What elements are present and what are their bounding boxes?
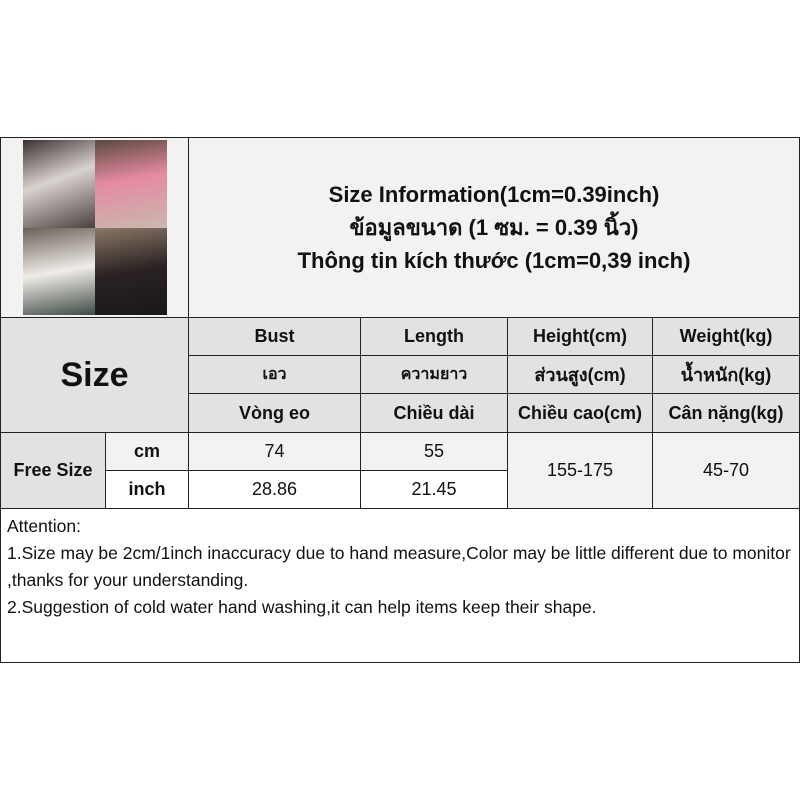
header-length-vi: Chiều dài: [360, 393, 508, 433]
height-value: 155-175: [507, 432, 653, 509]
attention-line-1: 1.Size may be 2cm/1inch inaccuracy due t…: [7, 543, 791, 590]
title-th: ข้อมูลขนาด (1 ซม. = 0.39 นิ้ว): [349, 215, 639, 240]
bust-cm-value: 74: [188, 432, 361, 471]
header-weight-en: Weight(kg): [652, 317, 800, 356]
length-cm-value: 55: [360, 432, 508, 471]
attention-line-2: 2.Suggestion of cold water hand washing,…: [7, 597, 597, 617]
header-bust-vi: Vòng eo: [188, 393, 361, 433]
header-height-vi: Chiều cao(cm): [507, 393, 653, 433]
header-length-en: Length: [360, 317, 508, 356]
header-bust-th: เอว: [188, 355, 361, 394]
unit-cm: cm: [105, 432, 189, 471]
weight-value: 45-70: [652, 432, 800, 509]
size-label: Size: [0, 317, 189, 433]
header-weight-th: น้ำหนัก(kg): [652, 355, 800, 394]
product-photo: [23, 140, 167, 315]
title-vi: Thông tin kích thước (1cm=0,39 inch): [297, 248, 691, 273]
length-inch-value: 21.45: [360, 470, 508, 509]
title-en: Size Information(1cm=0.39inch): [328, 182, 660, 207]
size-info-title: Size Information(1cm=0.39inch) ข้อมูลขนา…: [188, 137, 800, 318]
free-size-label: Free Size: [0, 432, 106, 509]
attention-box: Attention: 1.Size may be 2cm/1inch inacc…: [0, 508, 800, 663]
unit-inch: inch: [105, 470, 189, 509]
header-weight-vi: Cân nặng(kg): [652, 393, 800, 433]
header-height-en: Height(cm): [507, 317, 653, 356]
bust-inch-value: 28.86: [188, 470, 361, 509]
header-length-th: ความยาว: [360, 355, 508, 394]
attention-heading: Attention:: [7, 516, 81, 536]
header-height-th: ส่วนสูง(cm): [507, 355, 653, 394]
header-bust-en: Bust: [188, 317, 361, 356]
